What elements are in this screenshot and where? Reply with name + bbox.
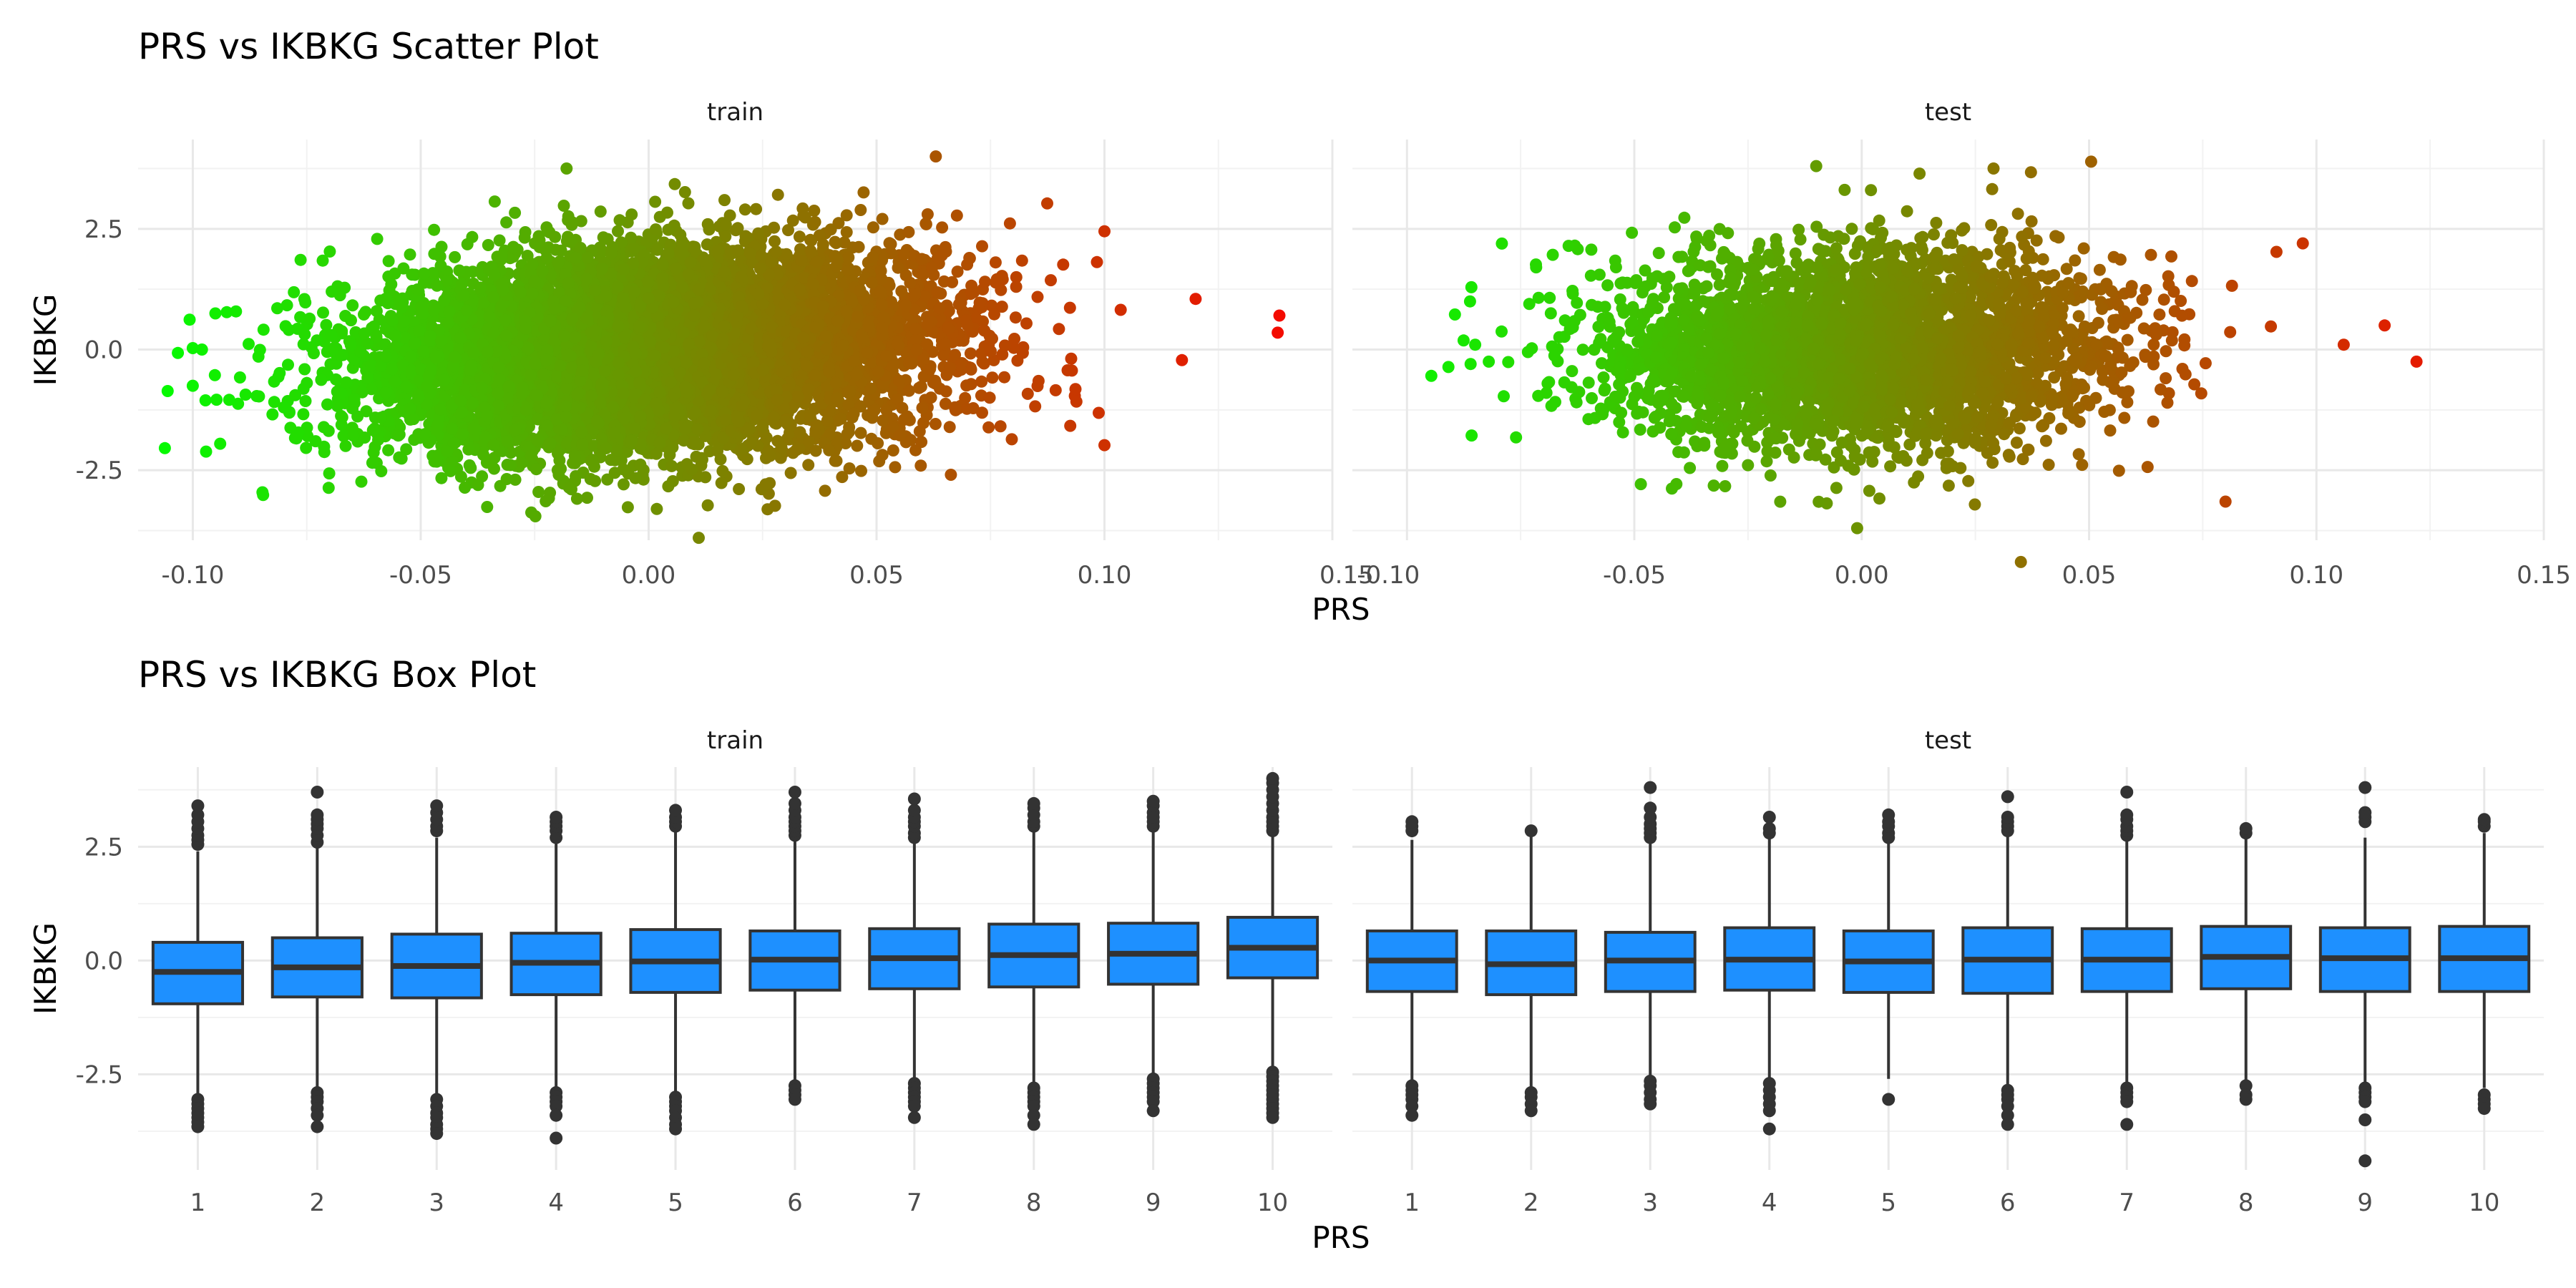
- data-point: [589, 474, 602, 487]
- data-point: [884, 238, 897, 250]
- data-point: [976, 356, 989, 369]
- data-point: [280, 299, 293, 312]
- data-point: [493, 234, 506, 247]
- data-point: [1045, 274, 1057, 287]
- data-point: [929, 418, 942, 430]
- data-point: [257, 489, 270, 502]
- data-point: [840, 226, 853, 238]
- data-point: [892, 261, 904, 274]
- data-point: [299, 395, 312, 407]
- data-point: [982, 421, 995, 434]
- data-point: [1015, 254, 1028, 267]
- data-point: [1093, 406, 1105, 419]
- data-point: [716, 464, 729, 477]
- data-point: [1063, 301, 1076, 314]
- data-point: [525, 506, 537, 519]
- data-point: [454, 470, 467, 483]
- data-point: [939, 397, 952, 410]
- data-point: [769, 235, 781, 248]
- data-point: [830, 454, 843, 467]
- data-point: [769, 499, 781, 512]
- data-point: [549, 230, 562, 243]
- data-point: [915, 436, 928, 449]
- data-point: [618, 478, 630, 491]
- data-point: [400, 443, 413, 456]
- data-point: [257, 323, 270, 336]
- scatter-chart-title: PRS vs IKBKG Scatter Plot: [138, 26, 599, 67]
- data-point: [621, 501, 634, 514]
- data-point: [298, 363, 311, 376]
- data-point: [854, 204, 867, 216]
- data-point: [930, 377, 942, 390]
- data-point: [1041, 197, 1053, 210]
- data-point: [701, 499, 714, 512]
- data-point: [1010, 280, 1023, 293]
- data-point: [839, 437, 852, 449]
- data-point: [902, 225, 915, 238]
- data-point: [613, 214, 626, 227]
- data-point: [855, 464, 867, 477]
- data-point: [865, 432, 878, 445]
- data-point: [662, 223, 675, 236]
- scatter-plot: train-0.10 -0.05 0.00 0.05 0.10 0.15test-0.10…: [28, 98, 2571, 627]
- scatter-panel-train: train-0.10 -0.05 0.00 0.05 0.10 0.15: [138, 98, 1374, 590]
- data-point: [317, 306, 329, 319]
- data-point: [936, 221, 949, 234]
- data-point: [183, 313, 196, 326]
- data-point: [738, 203, 751, 216]
- data-point: [336, 325, 348, 338]
- data-point: [876, 213, 889, 225]
- data-point: [481, 501, 494, 513]
- data-point: [575, 215, 587, 228]
- data-point: [876, 449, 889, 462]
- data-point: [889, 461, 902, 474]
- data-point: [158, 441, 171, 454]
- data-point: [294, 253, 307, 266]
- data-point: [233, 371, 246, 384]
- box-chart-title: PRS vs IKBKG Box Plot: [138, 654, 536, 696]
- data-point: [678, 186, 691, 198]
- data-point: [428, 223, 441, 236]
- data-point: [1005, 433, 1018, 446]
- data-point: [964, 347, 977, 360]
- data-point: [1017, 341, 1030, 353]
- facet-label-train: train: [707, 98, 763, 127]
- data-point: [629, 472, 642, 484]
- data-point: [532, 486, 545, 498]
- data-point: [323, 467, 336, 480]
- data-point: [1273, 309, 1286, 322]
- data-point: [1069, 383, 1082, 396]
- data-point: [784, 467, 797, 479]
- scatter-points-train: [158, 150, 1286, 545]
- data-point: [172, 346, 185, 359]
- data-point: [288, 286, 301, 298]
- data-point: [297, 408, 310, 421]
- data-point: [819, 484, 831, 497]
- data-point: [1057, 258, 1070, 271]
- data-point: [266, 408, 279, 421]
- data-point: [854, 426, 867, 439]
- data-point: [367, 446, 380, 459]
- data-point: [1091, 255, 1103, 268]
- data-point: [975, 375, 988, 388]
- data-point: [682, 197, 695, 210]
- data-point: [949, 404, 962, 416]
- data-point: [989, 256, 1002, 269]
- data-point: [786, 214, 799, 227]
- data-point: [719, 230, 732, 243]
- data-point: [482, 239, 494, 251]
- data-point: [346, 299, 359, 312]
- data-point: [802, 459, 815, 472]
- data-point: [649, 195, 662, 208]
- data-point: [1065, 352, 1078, 365]
- data-point: [322, 482, 335, 494]
- data-point: [392, 429, 405, 442]
- data-point: [1009, 311, 1022, 324]
- data-point: [530, 463, 542, 476]
- data-point: [449, 250, 462, 263]
- data-point: [843, 462, 856, 475]
- data-point: [771, 188, 784, 201]
- data-point: [921, 208, 934, 220]
